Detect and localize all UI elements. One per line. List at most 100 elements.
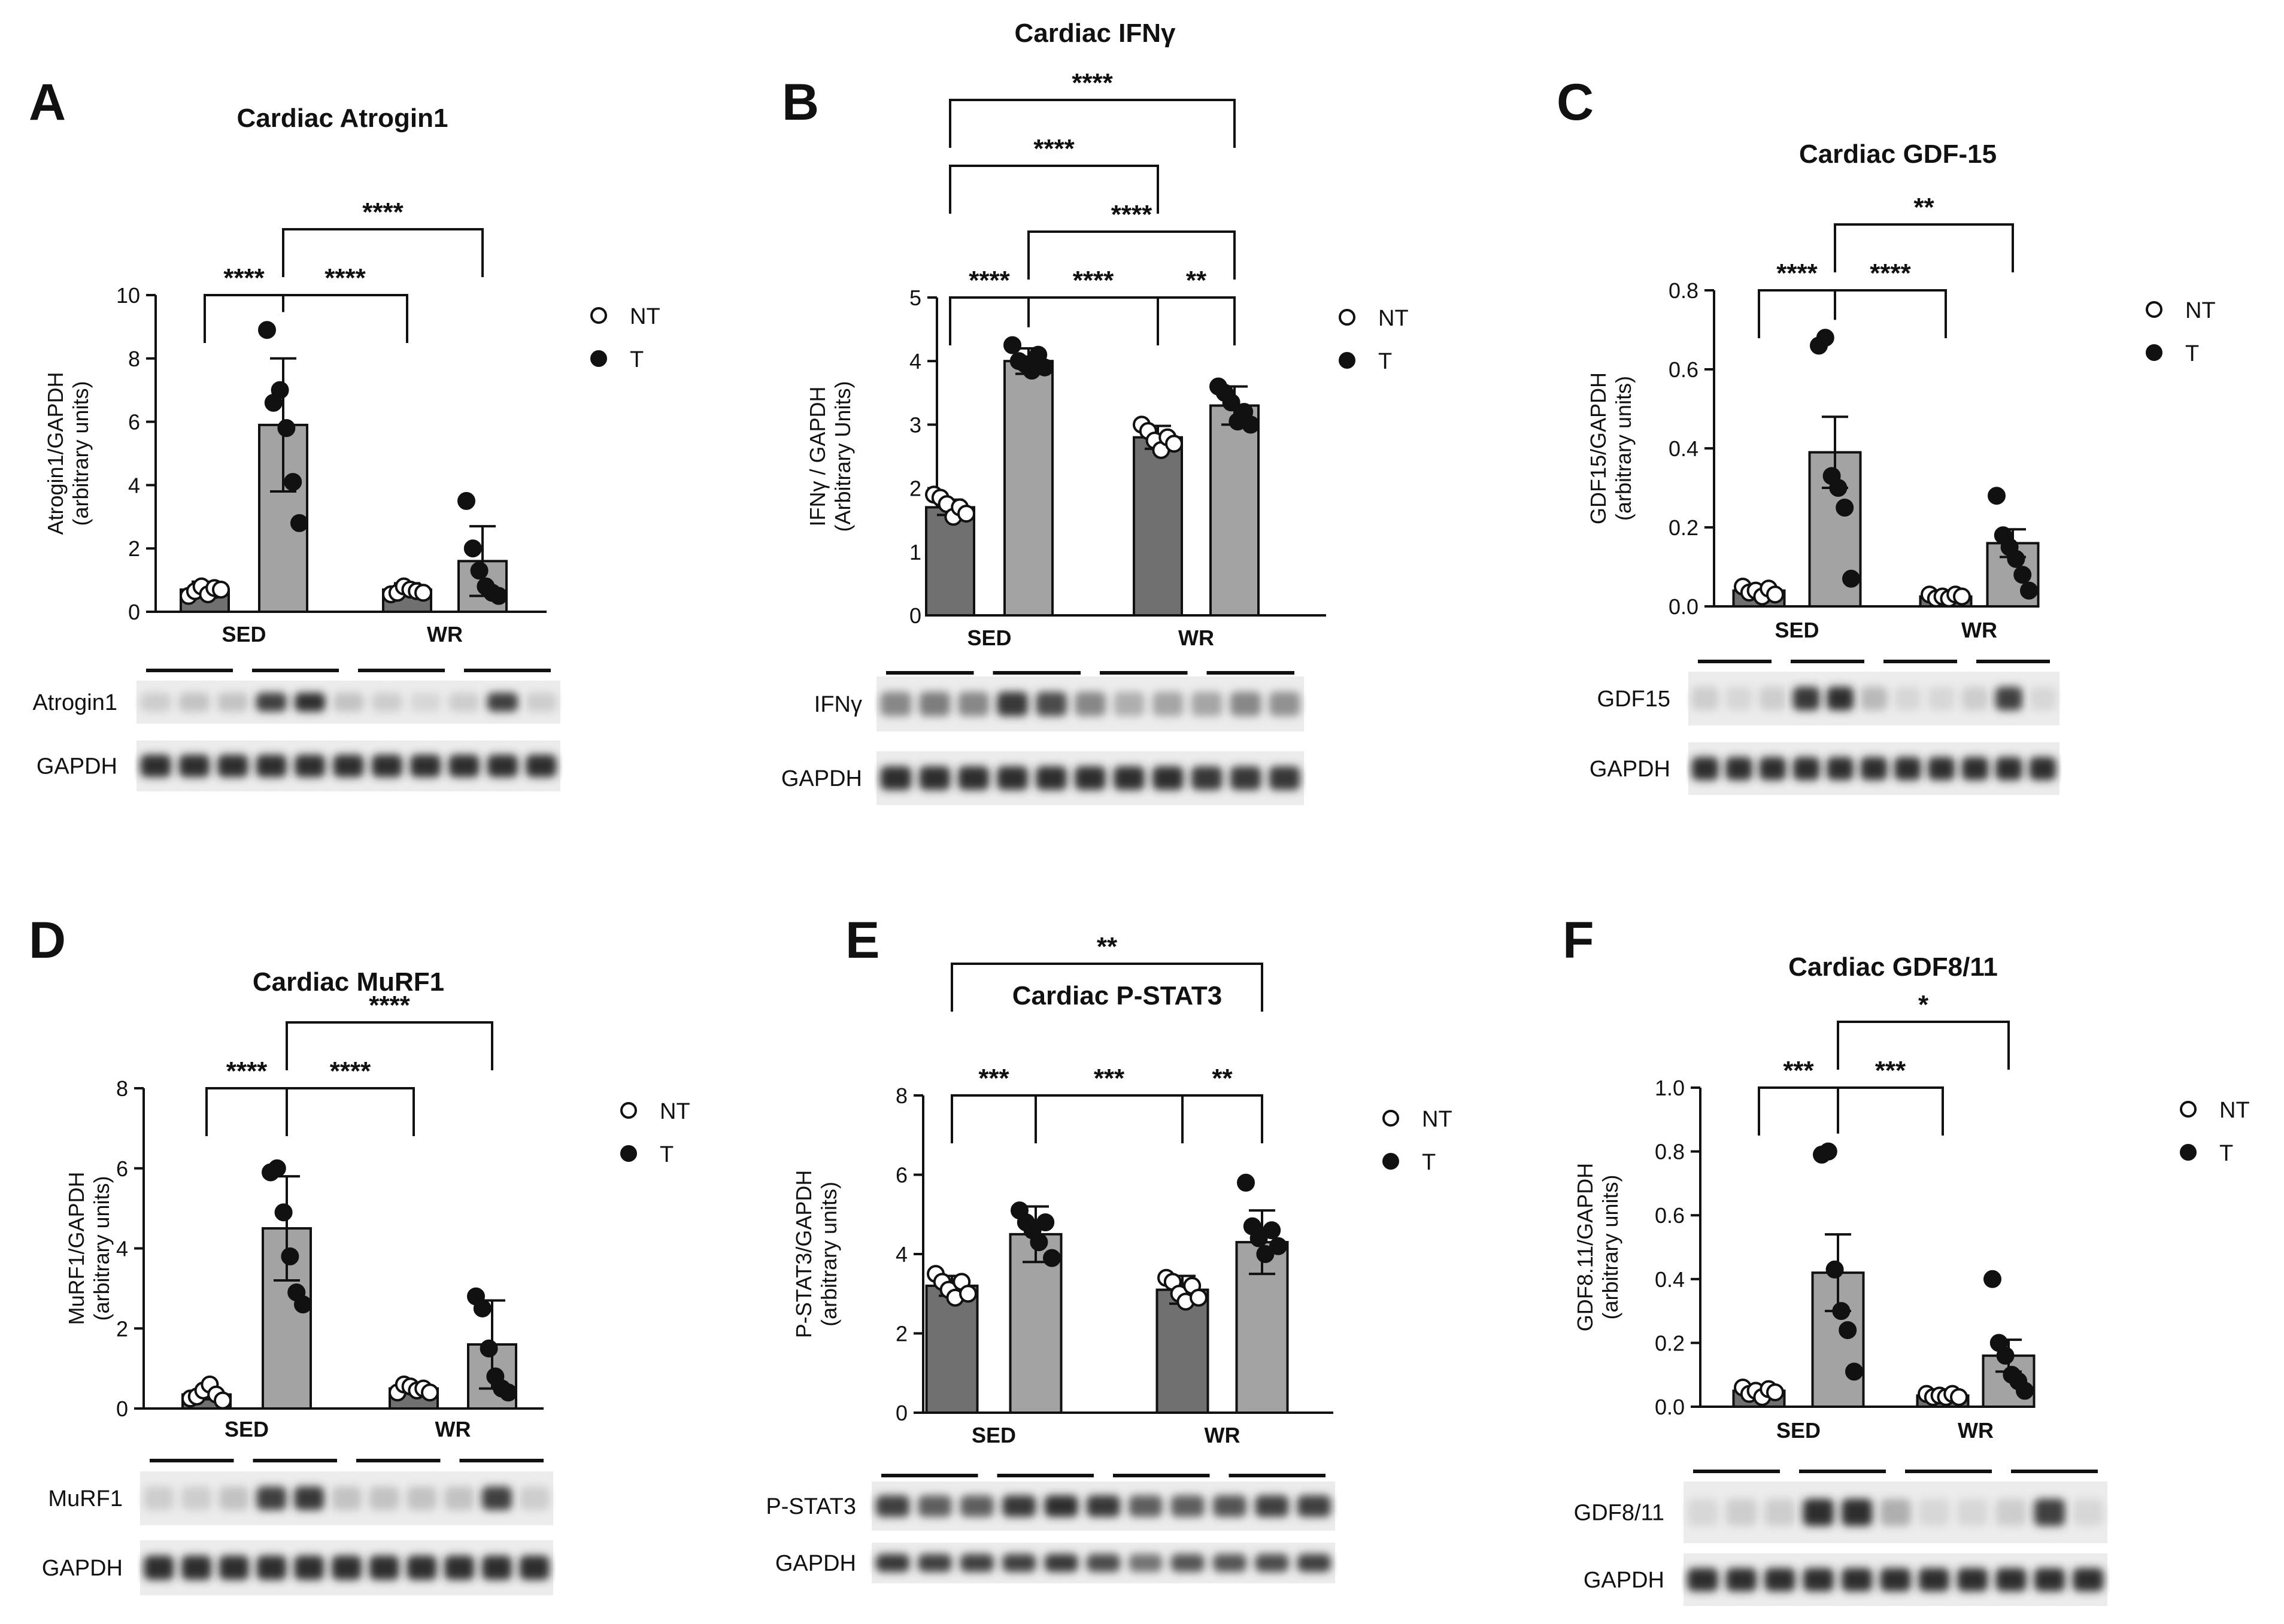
blot-band	[1129, 1554, 1163, 1572]
data-point	[2020, 581, 2038, 600]
y-tick-label: 8	[116, 1076, 128, 1101]
blot-label: MuRF1	[48, 1486, 123, 1511]
significance-label: ****	[1111, 200, 1152, 229]
blot-band	[1792, 757, 1820, 781]
legend-label: T	[630, 347, 644, 372]
y-tick-label: 2	[909, 476, 921, 501]
blot-band	[1297, 1495, 1331, 1517]
blot-band	[2034, 1498, 2065, 1526]
blot-band	[481, 1486, 512, 1510]
blot-band	[1044, 1554, 1078, 1572]
legend-marker-t	[590, 350, 607, 367]
significance-label: ****	[223, 263, 265, 293]
legend-marker-t	[1339, 352, 1355, 369]
data-point	[1165, 435, 1183, 453]
group-label: WR	[435, 1417, 471, 1441]
y-tick-label: 8	[896, 1083, 908, 1108]
data-point	[480, 1339, 498, 1358]
blot-band	[1230, 691, 1261, 717]
western-blot-target	[1684, 1482, 2107, 1543]
blot-band	[1894, 757, 1921, 781]
legend-label: NT	[630, 304, 660, 329]
y-tick-label: 4	[909, 349, 921, 374]
blot-band	[1995, 1568, 2027, 1592]
data-point	[1190, 1288, 1208, 1307]
blot-band	[1725, 757, 1753, 781]
data-point	[1766, 1383, 1784, 1402]
blot-band	[371, 754, 403, 778]
y-tick-label: 6	[128, 410, 140, 435]
western-blot-gapdh	[1688, 742, 2059, 795]
blot-band	[1995, 1498, 2027, 1526]
blot-band	[2073, 1498, 2104, 1526]
legend-marker-t	[2180, 1144, 2197, 1161]
western-blot-gapdh	[876, 751, 1304, 805]
significance-bracket	[951, 1094, 1037, 1143]
legend-marker-t	[620, 1145, 637, 1162]
legend-marker-t	[2146, 344, 2162, 361]
data-point	[212, 580, 230, 599]
panel-letter: F	[1563, 912, 1594, 969]
y-axis-label-line: Atrogin1/GAPDH	[43, 372, 68, 535]
y-tick-label: 4	[896, 1242, 908, 1267]
data-point	[499, 1383, 517, 1402]
blot-label: GAPDH	[1584, 1568, 1664, 1593]
y-tick-label: 0	[128, 600, 140, 624]
significance-bracket	[1837, 1086, 1944, 1136]
blot-band	[1255, 1495, 1289, 1517]
blot-band	[1691, 757, 1719, 781]
blot-band	[407, 1555, 437, 1580]
blot-band	[448, 693, 480, 712]
y-tick-label: 6	[116, 1156, 128, 1181]
bar-nt-sed	[925, 1285, 979, 1414]
blot-label: Atrogin1	[32, 690, 117, 715]
western-blot-gapdh	[1684, 1553, 2107, 1606]
blot-band	[919, 691, 951, 717]
blot-label: GAPDH	[37, 754, 117, 779]
bar-nt-wr	[1155, 1288, 1209, 1414]
western-blot-target	[876, 676, 1304, 731]
data-point	[1819, 1142, 1837, 1161]
blot-band	[1764, 1498, 1795, 1526]
y-axis-label-line: (arbitrary units)	[68, 381, 93, 526]
panel-letter: A	[29, 74, 66, 131]
legend-marker-nt	[1382, 1110, 1399, 1127]
blot-band	[1687, 1498, 1718, 1526]
blot-band	[519, 1555, 550, 1580]
significance-bracket	[286, 1087, 415, 1136]
blot-band	[1002, 1495, 1036, 1517]
blot-band	[1841, 1568, 1873, 1592]
blot-band	[331, 1555, 362, 1580]
blot-band	[1841, 1498, 1873, 1526]
significance-label: ****	[1870, 259, 1911, 288]
blot-band	[876, 1554, 910, 1572]
blot-band	[1113, 691, 1145, 717]
blot-band	[1764, 1568, 1795, 1592]
blot-band	[1957, 1498, 1988, 1526]
legend: NT T	[620, 1099, 690, 1167]
blot-band	[918, 1554, 952, 1572]
y-tick-label: 0.2	[1669, 515, 1698, 540]
blot-band	[1075, 766, 1106, 790]
blot-band	[448, 754, 480, 778]
blot-band	[880, 766, 912, 790]
blot-band	[1759, 757, 1786, 781]
group-label: SED	[1776, 1418, 1821, 1443]
blot-band	[1170, 1495, 1205, 1517]
data-point	[268, 1159, 286, 1177]
data-point	[1043, 1249, 1061, 1267]
blot-band	[1957, 1568, 1988, 1592]
data-point	[473, 1299, 492, 1318]
y-tick-label: 0	[896, 1401, 908, 1425]
legend: NT T	[1382, 1107, 1452, 1175]
y-tick-label: 0.8	[1669, 278, 1698, 303]
y-tick-label: 0.6	[1655, 1203, 1685, 1228]
group-label: SED	[967, 626, 1011, 650]
significance-bracket	[951, 963, 1263, 1012]
significance-bracket	[1837, 1021, 2010, 1070]
panel-e: E Cardiac P-STAT3 P-STAT3/GAPDH (arbitrary …	[766, 912, 1452, 1583]
blot-band	[181, 1486, 212, 1510]
significance-label: ****	[1776, 259, 1818, 288]
legend-label: T	[1378, 349, 1392, 374]
blot-band	[918, 1495, 952, 1517]
